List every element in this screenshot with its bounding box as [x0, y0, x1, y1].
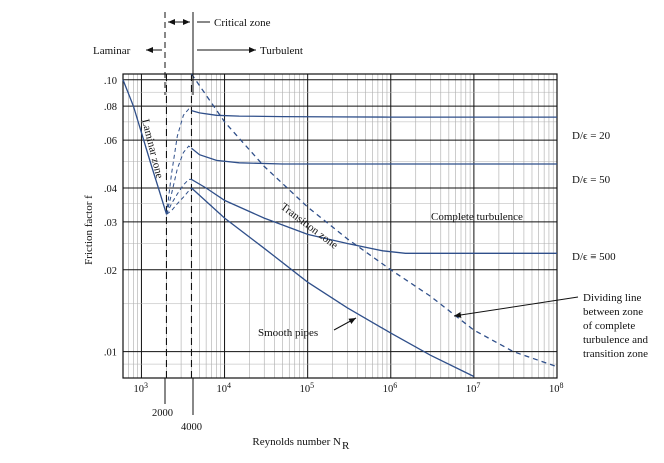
- dividing-line-arrow: [453, 296, 579, 318]
- x-axis-title-subscript: R: [342, 440, 350, 452]
- special-x-2000-label: 2000: [152, 408, 173, 419]
- svg-text:Reynolds number N: Reynolds number N: [252, 436, 341, 448]
- special-x-4000-label: 4000: [181, 422, 202, 433]
- series-dividing-line-between-zone-of-complete-turbulence-and-transition-zone: [190, 73, 558, 368]
- y-tick-label: .03: [104, 218, 117, 229]
- turbulent-label: Turbulent: [260, 45, 303, 57]
- dividing-line-text-2: between zone: [583, 306, 643, 318]
- x-tick-label: 107: [466, 381, 481, 395]
- laminar-zone-label: Laminar zone: [139, 118, 165, 180]
- y-tick-label: .08: [104, 102, 117, 113]
- y-tick-label: .06: [104, 136, 117, 147]
- critical-zone-label: Critical zone: [214, 17, 271, 29]
- x-tick-label: 103: [133, 381, 148, 395]
- plot-frame: 103 104 105 106 107 108 .10 .08 .06 .04 .03 .02 .01: [104, 73, 564, 395]
- y-tick-label: .10: [104, 76, 117, 87]
- x-tick-label: 108: [549, 381, 564, 395]
- grid-layer: [122, 74, 558, 378]
- complete-turbulence-label: Complete turbulence: [431, 211, 523, 223]
- smooth-pipes-label: Smooth pipes: [258, 327, 318, 339]
- critical-transition-curve-2: [166, 145, 192, 215]
- de500-label: D/ϵ ≡ 500: [572, 251, 616, 263]
- curve-layer: [122, 73, 558, 378]
- x-tick-label: 104: [217, 381, 232, 395]
- x-axis-title: Reynolds number N R: [252, 436, 350, 452]
- series-d-50: [191, 147, 557, 165]
- dividing-line-annotation: Dividing line between zone of complete t…: [453, 292, 649, 360]
- de50-label: D/ϵ = 50: [572, 174, 611, 186]
- y-tick-label: .04: [104, 184, 118, 195]
- de20-label: D/ϵ = 20: [572, 130, 611, 142]
- dividing-line-text-4: turbulence and: [583, 334, 649, 346]
- zone-header: Critical zone Laminar Turbulent: [93, 12, 303, 95]
- x-axis-title-text: Reynolds number N: [252, 436, 341, 448]
- laminar-label: Laminar: [93, 45, 131, 57]
- critical-transition-curve-3: [166, 178, 192, 215]
- critical-transition-curve-4: [166, 187, 192, 215]
- series-smooth-pipes: [191, 187, 475, 378]
- y-axis-title: Friction factor f: [83, 195, 95, 265]
- series-d-20: [191, 109, 557, 118]
- series-d-500: [191, 178, 557, 254]
- x-tick-label: 106: [383, 381, 398, 395]
- dividing-line-text-3: of complete: [583, 320, 635, 332]
- plot-border: [122, 73, 558, 379]
- y-tick-label: .01: [104, 348, 117, 359]
- dividing-line-text-1: Dividing line: [583, 292, 641, 304]
- smooth-pipes-arrow: [333, 317, 357, 331]
- y-tick-label: .02: [104, 266, 117, 277]
- special-x-markers: 2000 4000: [152, 378, 202, 433]
- series-laminar: [122, 79, 168, 215]
- dividing-line-text-5: transition zone: [583, 348, 648, 360]
- x-tick-label: 105: [300, 381, 315, 395]
